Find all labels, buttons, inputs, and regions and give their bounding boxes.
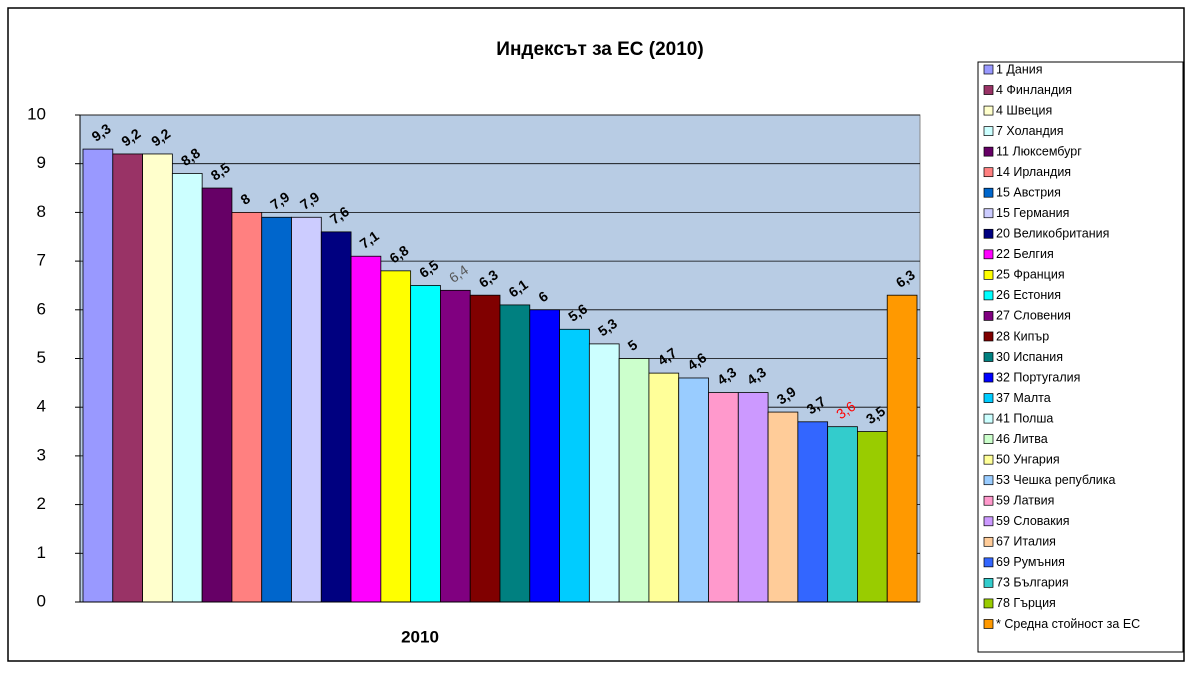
legend-swatch (983, 167, 994, 178)
bar (529, 309, 560, 603)
legend-label: 11 Люксембург (996, 144, 1082, 158)
legend-label: 59 Латвия (996, 494, 1054, 508)
bar (618, 358, 650, 603)
legend-swatch (983, 413, 994, 424)
bar (648, 372, 680, 603)
bar (767, 411, 799, 603)
bar (201, 187, 233, 603)
legend (977, 61, 1184, 653)
legend-swatch (983, 228, 994, 239)
legend-label: 4 Швеция (996, 103, 1052, 117)
legend-swatch (983, 187, 994, 198)
bar (737, 392, 769, 603)
legend-swatch (983, 536, 994, 547)
bar (797, 421, 829, 603)
legend-swatch (983, 434, 994, 444)
legend-swatch (983, 331, 994, 342)
legend-swatch (983, 578, 994, 588)
legend-label: 28 Кипър (996, 329, 1049, 343)
legend-label: 59 Словакия (996, 514, 1069, 528)
y-tick-label: 8 (37, 202, 46, 221)
bar (142, 153, 173, 603)
bar (559, 328, 590, 603)
legend-label: 20 Великобритания (996, 227, 1109, 241)
legend-swatch (983, 352, 994, 362)
legend-swatch (983, 495, 994, 506)
legend-label: 69 Румъния (996, 555, 1065, 569)
legend-swatch (983, 372, 994, 383)
bar (261, 216, 292, 603)
legend-swatch (983, 290, 994, 301)
bar (827, 426, 858, 603)
legend-swatch (983, 311, 994, 321)
bar (171, 173, 203, 603)
bar (708, 392, 739, 603)
legend-swatch (983, 208, 994, 219)
y-tick-label: 9 (37, 153, 46, 172)
legend-swatch (983, 393, 994, 403)
bar (380, 270, 412, 603)
x-tick-label: 2010 (401, 627, 439, 646)
y-tick-label: 3 (37, 445, 46, 464)
legend-label: 50 Унгария (996, 452, 1060, 466)
legend-swatch (983, 126, 994, 136)
legend-swatch (983, 619, 994, 629)
bar (588, 343, 620, 603)
legend-label: 25 Франция (996, 268, 1065, 282)
bar (320, 231, 352, 603)
legend-label: 73 България (996, 576, 1069, 590)
legend-label: 22 Белгия (996, 247, 1054, 261)
legend-swatch (983, 64, 994, 75)
legend-label: 78 Гърция (996, 596, 1056, 610)
legend-swatch (983, 454, 994, 465)
legend-label: 46 Литва (996, 432, 1048, 446)
bar (82, 148, 114, 603)
bar (350, 255, 382, 603)
legend-swatch (983, 557, 994, 568)
legend-swatch (983, 105, 994, 116)
legend-swatch (983, 270, 994, 280)
legend-swatch (983, 598, 994, 609)
legend-label: * Средна стойност за ЕС (996, 617, 1140, 631)
chart-title: Индексът за ЕС (2010) (496, 39, 703, 60)
legend-swatch (983, 475, 994, 486)
bar (112, 153, 143, 603)
legend-label: 1 Дания (996, 62, 1043, 76)
legend-swatch (983, 85, 994, 95)
legend-label: 53 Чешка република (996, 473, 1116, 487)
y-tick-label: 1 (37, 543, 46, 562)
legend-label: 15 Германия (996, 206, 1069, 220)
bar (499, 304, 531, 603)
legend-label: 37 Малта (996, 391, 1051, 405)
legend-label: 27 Словения (996, 309, 1071, 323)
bar (440, 289, 471, 603)
legend-label: 7 Холандия (996, 124, 1064, 138)
y-tick-label: 10 (27, 104, 46, 123)
y-tick-label: 7 (37, 251, 46, 270)
bar (886, 294, 918, 603)
y-tick-label: 4 (37, 397, 46, 416)
legend-swatch (983, 249, 994, 260)
legend-label: 32 Португалия (996, 370, 1080, 384)
bar (231, 211, 263, 603)
bar (678, 377, 709, 603)
y-tick-label: 5 (37, 348, 46, 367)
y-tick-label: 6 (37, 299, 46, 318)
y-tick-label: 2 (37, 494, 46, 513)
bar (410, 285, 441, 603)
legend-label: 41 Полша (996, 411, 1053, 425)
legend-swatch (983, 146, 994, 157)
legend-swatch (983, 516, 994, 527)
bar (469, 294, 501, 603)
legend-label: 67 Италия (996, 535, 1056, 549)
bar (291, 216, 322, 603)
legend-label: 30 Испания (996, 350, 1063, 364)
legend-label: 4 Финландия (996, 83, 1072, 97)
legend-label: 15 Австрия (996, 186, 1061, 200)
legend-label: 14 Ирландия (996, 165, 1071, 179)
legend-label: 26 Естония (996, 288, 1061, 302)
y-tick-label: 0 (37, 591, 46, 610)
bar (857, 431, 888, 603)
